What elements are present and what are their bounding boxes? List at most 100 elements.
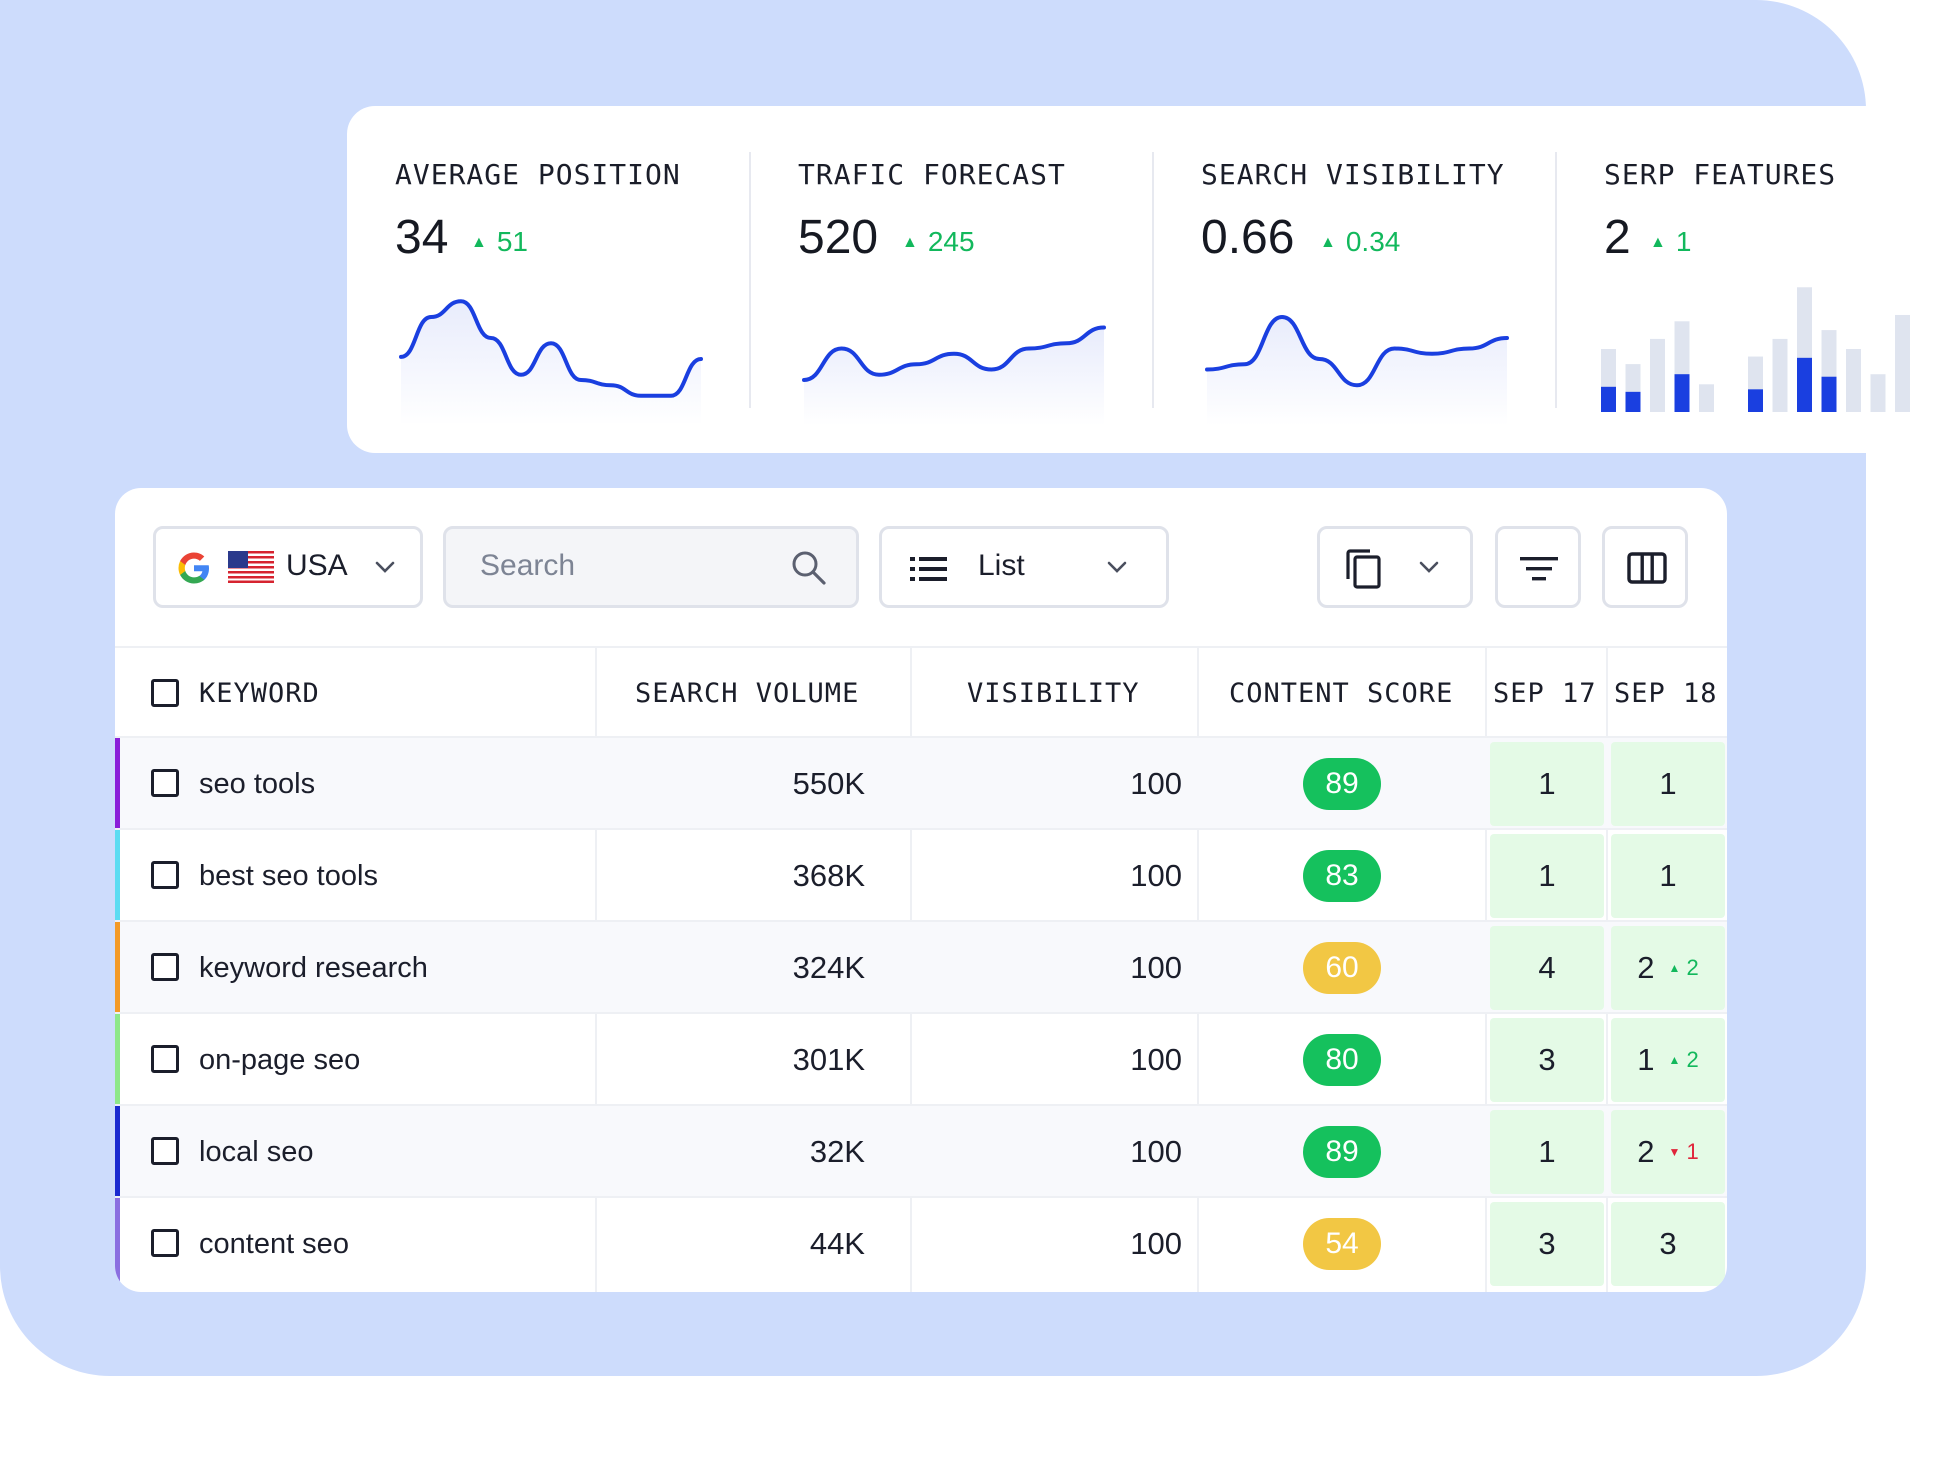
- bar-chart: [1601, 287, 1910, 412]
- us-flag-icon: [228, 551, 274, 583]
- rank-sep-17: 4: [1490, 926, 1604, 1010]
- filter-icon: [1520, 557, 1558, 581]
- view-label: List: [978, 549, 1025, 582]
- row-checkbox[interactable]: [151, 953, 179, 981]
- keyword-cell[interactable]: keyword research: [199, 951, 428, 984]
- header-search-volume[interactable]: SEARCH VOLUME: [635, 677, 860, 709]
- stat-trafic-forecast: TRAFIC FORECAST 520 ▲ 245: [750, 106, 1153, 453]
- rank-sep-17: 1: [1490, 1110, 1604, 1194]
- stat-search-visibility: SEARCH VISIBILITY 0.66 ▲ 0.34: [1153, 106, 1556, 453]
- content-score-badge: 60: [1303, 942, 1381, 994]
- serp-bar-fill: [1821, 376, 1837, 412]
- visibility-cell: 100: [1130, 1134, 1182, 1169]
- search-volume-cell: 368K: [792, 858, 865, 893]
- arrow-up-icon: ▲: [471, 234, 487, 251]
- table-row[interactable]: on-page seo 301K 100 80 3 1 ▲ 2: [115, 1012, 1727, 1106]
- keyword-cell[interactable]: best seo tools: [199, 859, 378, 892]
- stat-title: SEARCH VISIBILITY: [1201, 158, 1505, 191]
- row-color-stripe: [115, 1198, 120, 1290]
- select-all-checkbox[interactable]: [151, 679, 179, 707]
- content-score-badge: 89: [1303, 1126, 1381, 1178]
- stat-value: 34: [395, 211, 449, 264]
- row-color-stripe: [115, 1106, 120, 1198]
- stat-value: 520: [798, 211, 879, 264]
- stat-value: 2: [1604, 211, 1631, 264]
- table-row[interactable]: best seo tools 368K 100 83 1 1: [115, 828, 1727, 922]
- search-input[interactable]: Search: [443, 526, 859, 608]
- stat-delta: ▲ 1: [1650, 226, 1692, 257]
- sparkline: [1205, 314, 1509, 426]
- rank-change: ▼ 1: [1668, 1139, 1699, 1164]
- arrow-down-icon: ▼: [1668, 1145, 1681, 1159]
- stat-title: AVERAGE POSITION: [395, 158, 681, 191]
- filter-button[interactable]: [1495, 526, 1581, 608]
- header-content-score[interactable]: CONTENT SCORE: [1229, 677, 1454, 709]
- visibility-cell: 100: [1130, 858, 1182, 893]
- stat-delta: ▲ 0.34: [1320, 226, 1401, 257]
- sparkline-area: [804, 327, 1104, 426]
- table-row[interactable]: content seo 44K 100 54 3 3: [115, 1196, 1727, 1290]
- keywords-table-card: USA Search List: [115, 488, 1727, 1292]
- view-select[interactable]: List: [879, 526, 1169, 608]
- stat-average-position: AVERAGE POSITION 34 ▲ 51: [347, 106, 750, 453]
- row-checkbox[interactable]: [151, 1137, 179, 1165]
- row-checkbox[interactable]: [151, 1045, 179, 1073]
- arrow-up-icon: ▲: [1650, 234, 1666, 251]
- sparkline-line: [399, 299, 703, 398]
- row-checkbox[interactable]: [151, 1229, 179, 1257]
- rank-sep-18: 2 ▲ 2: [1611, 926, 1725, 1010]
- table-row[interactable]: keyword research 324K 100 60 4 2 ▲ 2: [115, 920, 1727, 1014]
- keyword-cell[interactable]: seo tools: [199, 767, 316, 800]
- stat-serp-features: SERP FEATURES 2 ▲ 1: [1556, 106, 1940, 453]
- keyword-cell[interactable]: local seo: [199, 1135, 314, 1168]
- row-checkbox[interactable]: [151, 769, 179, 797]
- search-volume-cell: 550K: [792, 766, 865, 801]
- table-row[interactable]: seo tools 550K 100 89 1 1: [115, 736, 1727, 830]
- rank-sep-18: 1: [1611, 742, 1725, 826]
- rank-sep-17: 3: [1490, 1018, 1604, 1102]
- rank-sep-17: 3: [1490, 1202, 1604, 1286]
- keyword-cell[interactable]: on-page seo: [199, 1043, 361, 1076]
- arrow-up-icon: ▲: [1320, 234, 1336, 251]
- search-volume-cell: 44K: [809, 1226, 865, 1261]
- serp-bar-total: [1895, 314, 1910, 412]
- sparkline-line: [1205, 314, 1509, 388]
- rank-sep-17: 1: [1490, 834, 1604, 918]
- stat-delta: ▲ 51: [471, 226, 528, 257]
- row-color-stripe: [115, 1014, 120, 1106]
- visibility-cell: 100: [1130, 766, 1182, 801]
- chevron-down-icon: [1107, 561, 1127, 573]
- chevron-down-icon: [1419, 561, 1439, 573]
- header-sep-18[interactable]: SEP 18: [1614, 677, 1718, 709]
- header-visibility[interactable]: VISIBILITY: [967, 677, 1140, 709]
- serp-bar-total: [1699, 384, 1714, 412]
- row-color-stripe: [115, 738, 120, 830]
- country-label: USA: [286, 549, 348, 582]
- search-volume-cell: 324K: [792, 950, 865, 985]
- visibility-cell: 100: [1130, 1226, 1182, 1261]
- visibility-cell: 100: [1130, 1042, 1182, 1077]
- search-icon[interactable]: [790, 549, 828, 587]
- list-icon: [910, 557, 947, 581]
- row-checkbox[interactable]: [151, 861, 179, 889]
- sparkline-line: [802, 325, 1106, 382]
- serp-bar-total: [1870, 374, 1886, 412]
- rank-sep-17: 1: [1490, 742, 1604, 826]
- header-keyword[interactable]: KEYWORD: [199, 677, 320, 709]
- stats-card: AVERAGE POSITION 34 ▲ 51 TRAFIC FORECAST …: [347, 106, 1940, 453]
- serp-bar-total: [1650, 338, 1665, 412]
- columns-button[interactable]: [1602, 526, 1688, 608]
- copy-menu-button[interactable]: [1317, 526, 1473, 608]
- chevron-down-icon: [375, 561, 395, 573]
- header-sep-17[interactable]: SEP 17: [1493, 677, 1597, 709]
- sparkline: [802, 325, 1106, 426]
- keyword-cell[interactable]: content seo: [199, 1227, 349, 1260]
- rank-sep-18: 1: [1611, 834, 1725, 918]
- country-select[interactable]: USA: [153, 526, 423, 608]
- sparkline: [399, 299, 703, 426]
- table-row[interactable]: local seo 32K 100 89 1 2 ▼ 1: [115, 1104, 1727, 1198]
- content-score-badge: 89: [1303, 758, 1381, 810]
- rank-change: ▲ 2: [1668, 1047, 1699, 1072]
- stat-delta: ▲ 245: [902, 226, 975, 257]
- table-header: KEYWORD SEARCH VOLUME VISIBILITY CONTENT…: [115, 646, 1727, 738]
